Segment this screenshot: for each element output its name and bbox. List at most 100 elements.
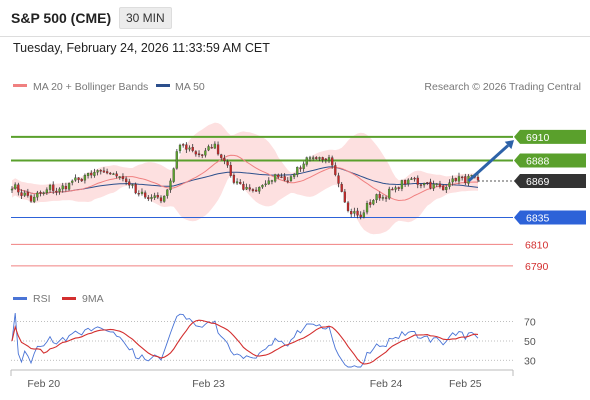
candle-body <box>207 146 210 151</box>
candle-body <box>147 197 150 199</box>
candle-body <box>118 176 121 178</box>
candle-body <box>134 183 137 194</box>
level-label-6910: 6910 <box>526 132 550 144</box>
candle-body <box>378 194 381 199</box>
rsi-legend-swatch <box>13 297 27 300</box>
candle-body <box>327 157 331 161</box>
candle-body <box>55 190 58 193</box>
candle-body <box>324 158 327 161</box>
forecast-arrow-head <box>504 140 514 150</box>
chart-header: S&P 500 (CME) 30 MIN <box>0 0 590 37</box>
candle-body <box>432 183 435 189</box>
candle-body <box>451 178 454 183</box>
candle-body <box>277 174 280 178</box>
candle-body <box>353 211 356 214</box>
candle-body <box>407 179 410 184</box>
candle-body <box>140 191 144 194</box>
candle-body <box>315 157 318 159</box>
candle-body <box>340 184 343 192</box>
candle-body <box>362 212 366 218</box>
candle-body <box>20 192 23 196</box>
candle-body <box>448 182 451 187</box>
candle-body <box>258 187 261 192</box>
level-label-6835: 6835 <box>526 213 550 225</box>
candle-body <box>476 176 480 181</box>
candle-body <box>96 170 99 173</box>
candle-body <box>77 177 80 180</box>
candle-body <box>48 185 52 190</box>
candle-body <box>169 180 172 191</box>
candle-body <box>457 176 461 182</box>
ma9-legend-label: 9MA <box>82 293 104 305</box>
candle-body <box>289 176 293 181</box>
candle-body <box>331 157 334 166</box>
candle-body <box>419 184 423 186</box>
candle-body <box>312 157 315 159</box>
forecast-arrow-shaft <box>467 144 510 183</box>
candle-body <box>413 177 416 180</box>
candle-body <box>102 170 106 173</box>
candle-body <box>144 192 147 198</box>
candle-body <box>296 166 299 175</box>
candle-body <box>435 183 438 185</box>
candle-body <box>163 195 166 202</box>
x-tick-label: Feb 20 <box>27 378 60 390</box>
candle-body <box>286 180 289 182</box>
candle-body <box>45 189 49 194</box>
candle-body <box>365 203 369 213</box>
candle-body <box>429 181 432 189</box>
candle-body <box>422 183 426 186</box>
candle-body <box>375 194 378 201</box>
candle-body <box>464 176 467 183</box>
candle-body <box>220 154 223 158</box>
candle-body <box>26 192 29 196</box>
level-tag-6869 <box>514 173 586 188</box>
candle-body <box>80 178 83 182</box>
candle-body <box>93 172 96 176</box>
candle-body <box>67 183 71 190</box>
candle-body <box>197 153 201 156</box>
candle-body <box>321 157 324 160</box>
x-tick-label: Feb 25 <box>449 378 482 390</box>
candle-body <box>381 197 385 199</box>
candle-body <box>17 184 20 193</box>
candle-body <box>10 188 14 191</box>
candle-body <box>14 184 17 189</box>
candle-body <box>454 178 457 181</box>
ma20-legend-swatch <box>13 84 27 87</box>
candle-body <box>254 189 258 192</box>
candle-body <box>267 180 270 185</box>
candle-body <box>29 195 33 202</box>
candle-body <box>397 187 400 189</box>
candle-body <box>264 183 267 186</box>
price-layer: 6910 6888 6869 6835 6810 6790 <box>10 122 586 273</box>
candle-body <box>61 185 64 190</box>
candle-body <box>239 182 242 184</box>
ma9-legend-swatch <box>62 297 76 300</box>
candle-body <box>204 150 207 156</box>
candle-body <box>356 210 359 216</box>
rsi-layer: 70 50 30 <box>11 312 536 368</box>
level-label-6790: 6790 <box>525 261 549 273</box>
candle-body <box>124 178 128 183</box>
candle-body <box>334 165 337 175</box>
timeframe-button[interactable]: 30 MIN <box>119 7 172 29</box>
candle-body <box>261 185 264 188</box>
candle-body <box>245 186 248 190</box>
candle-body <box>121 176 125 180</box>
candle-body <box>213 143 217 149</box>
ma20-line <box>11 154 479 202</box>
candle-body <box>251 189 255 191</box>
candle-body <box>369 202 372 205</box>
candle-body <box>318 157 321 159</box>
level-tag-6910 <box>514 129 586 144</box>
level-label-6869: 6869 <box>526 176 550 188</box>
candle-body <box>400 180 404 189</box>
level-tag-6835 <box>514 210 586 225</box>
candle-body <box>248 187 251 190</box>
ma20-legend-label: MA 20 + Bollinger Bands <box>33 81 148 93</box>
candle-body <box>280 176 283 178</box>
rsi-tick-label: 30 <box>524 355 536 367</box>
ma50-legend-swatch <box>156 84 170 87</box>
rsi-tick-label: 70 <box>524 317 536 329</box>
